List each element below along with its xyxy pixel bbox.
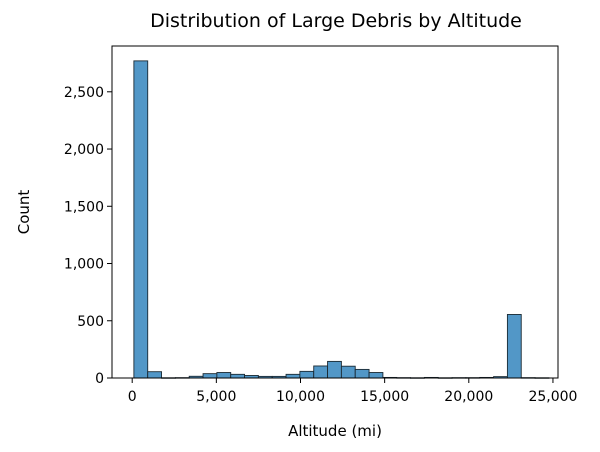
y-tick-label: 1,500 (64, 199, 104, 215)
x-tick-label: 5,000 (196, 389, 236, 405)
histogram-bar (133, 60, 149, 379)
histogram-bars (133, 60, 550, 379)
y-tick-label: 1,000 (64, 257, 104, 273)
x-axis-label: Altitude (mi) (288, 422, 382, 440)
histogram-bar (340, 365, 356, 379)
histogram-bar (354, 368, 370, 379)
chart-title: Distribution of Large Debris by Altitude (150, 10, 522, 32)
plot-frame (111, 45, 559, 379)
x-axis-ticks: 0 5,000 10,000 15,000 20,000 25,000 (128, 378, 577, 405)
histogram-bar (368, 372, 384, 379)
histogram-bar (299, 370, 315, 379)
y-tick-label: 0 (95, 371, 104, 387)
y-axis-label: Count (15, 190, 33, 235)
y-tick-label: 2,500 (64, 85, 104, 101)
histogram-bar (147, 371, 162, 379)
histogram-bar (327, 360, 342, 379)
x-tick-label: 20,000 (444, 389, 493, 405)
y-axis-ticks: 0 500 1,000 1,500 2,000 2,500 (64, 85, 112, 387)
x-tick-label: 25,000 (528, 389, 577, 405)
y-tick-label: 2,000 (64, 142, 104, 158)
histogram-bar (506, 314, 522, 379)
x-tick-label: 10,000 (276, 389, 325, 405)
histogram-bar (202, 373, 218, 379)
histogram-bar (285, 373, 301, 379)
x-tick-label: 0 (128, 389, 137, 405)
y-tick-label: 500 (77, 314, 104, 330)
x-tick-label: 15,000 (360, 389, 409, 405)
histogram-bar (313, 365, 329, 379)
histogram-bar (216, 372, 232, 379)
histogram-bar (230, 373, 246, 379)
